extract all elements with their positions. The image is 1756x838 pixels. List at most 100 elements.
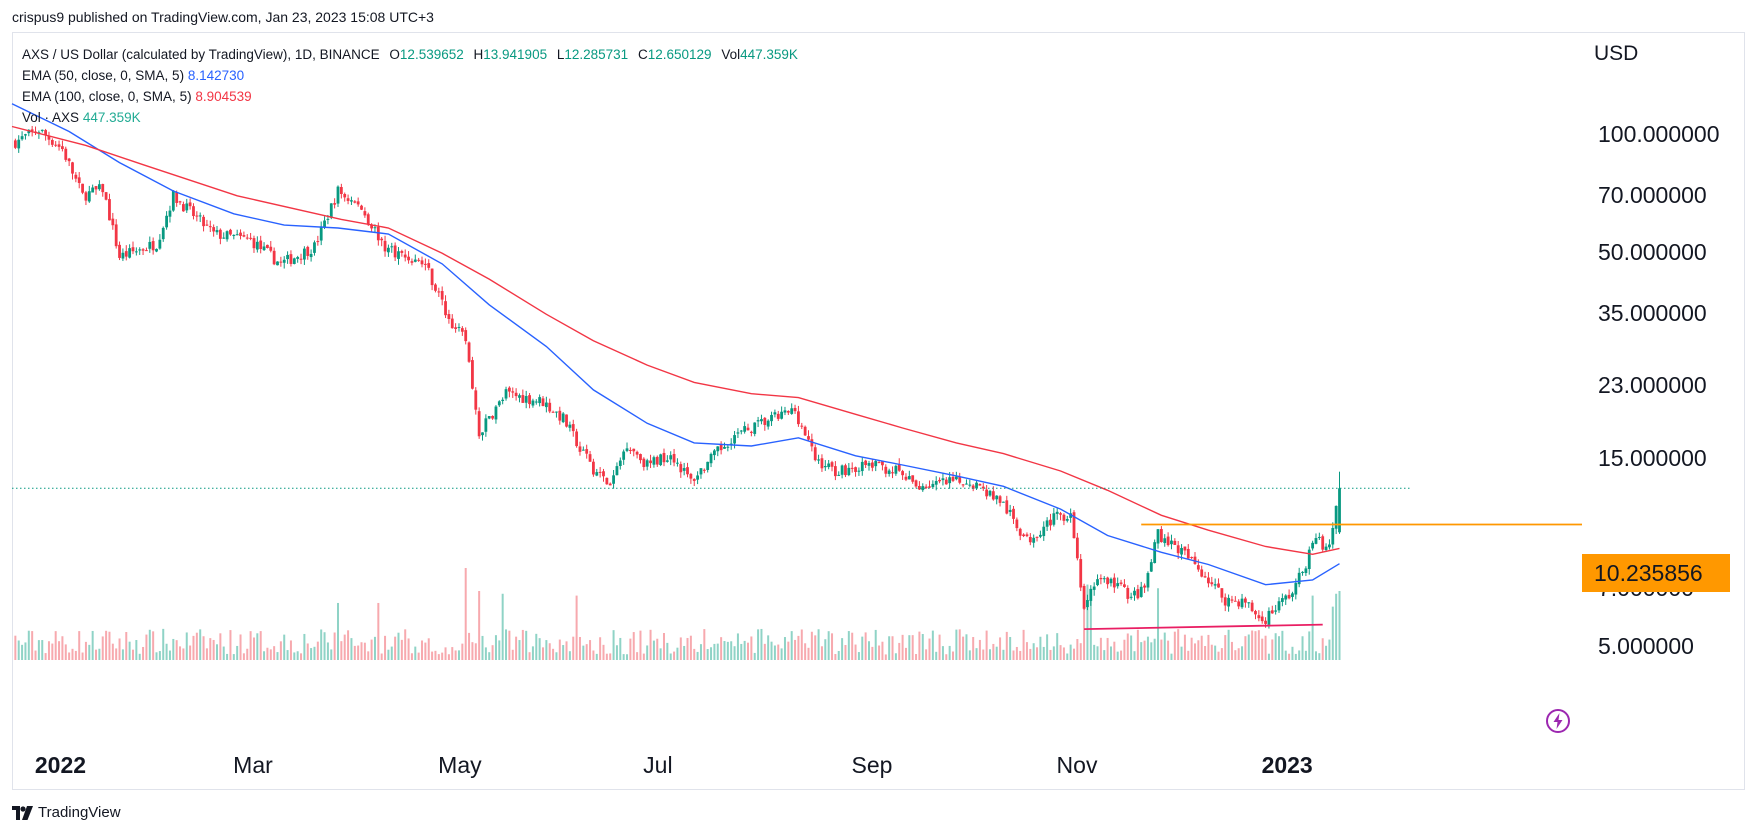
candle-body xyxy=(202,216,205,227)
volume-bar xyxy=(568,651,571,660)
candle-body xyxy=(44,130,48,136)
low-label: L xyxy=(556,47,565,62)
candle-body xyxy=(467,342,471,362)
volume-bar xyxy=(972,637,975,660)
volume-bar xyxy=(1288,653,1291,660)
candle-body xyxy=(84,192,88,201)
volume-bar xyxy=(242,653,245,660)
candle-body xyxy=(249,237,253,239)
volume-bar xyxy=(118,638,121,660)
volume-bar xyxy=(239,634,242,660)
volume-bar xyxy=(1193,643,1196,660)
candle-body xyxy=(430,268,434,286)
volume-bar xyxy=(639,630,642,660)
candle-body xyxy=(901,471,905,476)
volume-bar xyxy=(1264,635,1267,660)
volume-bar xyxy=(397,632,400,660)
candle-body xyxy=(1126,587,1130,599)
candle-body xyxy=(1324,546,1328,551)
candle-body xyxy=(679,464,683,473)
volume-bar xyxy=(841,638,844,660)
flash-icon[interactable] xyxy=(1545,708,1571,734)
volume-bar xyxy=(938,634,941,660)
volume-bar xyxy=(384,635,387,660)
volume-bar xyxy=(794,639,797,660)
candle-body xyxy=(860,461,864,472)
volume-bar xyxy=(679,637,682,660)
volume-bar xyxy=(24,642,27,660)
candle-body xyxy=(696,475,699,480)
volume-bar xyxy=(713,643,716,660)
volume-bar xyxy=(706,649,709,660)
volume-bar xyxy=(740,643,743,660)
candle-body xyxy=(383,240,387,252)
tradingview-brand[interactable]: TradingView xyxy=(12,804,121,821)
volume-bar xyxy=(306,643,309,660)
legend-symbol-row[interactable]: AXS / US Dollar (calculated by TradingVi… xyxy=(22,44,798,65)
candle-body xyxy=(655,456,659,465)
candle-body xyxy=(877,462,881,464)
candle-body xyxy=(844,465,847,476)
volume-bar xyxy=(209,638,212,660)
volume-bar xyxy=(367,651,370,660)
candle-body xyxy=(306,246,310,256)
volume-bar xyxy=(770,641,773,660)
volume-bar xyxy=(1062,647,1065,660)
volume-study-label: Vol · AXS xyxy=(22,110,80,125)
volume-bar xyxy=(1039,636,1042,660)
candle-body xyxy=(1287,594,1291,599)
volume-bar xyxy=(98,648,101,660)
volume-bar xyxy=(1180,646,1183,660)
candle-body xyxy=(1156,529,1160,544)
close-value: 12.650129 xyxy=(647,47,712,62)
volume-bar xyxy=(313,646,316,660)
volume-bar xyxy=(236,645,239,660)
volume-bar xyxy=(1140,642,1143,660)
candle-body xyxy=(128,248,132,258)
candle-body xyxy=(1099,577,1103,580)
volume-bar xyxy=(615,645,618,660)
candle-body xyxy=(255,241,259,250)
volume-bar xyxy=(303,633,306,660)
volume-bar xyxy=(447,654,450,660)
legend-volume-row[interactable]: Vol · AXS 447.359K xyxy=(22,107,798,128)
candle-body xyxy=(803,426,807,436)
volume-bar xyxy=(404,629,407,660)
volume-bar xyxy=(229,630,232,660)
candle-body xyxy=(1334,505,1338,529)
volume-bar xyxy=(572,636,575,660)
volume-bar xyxy=(47,641,50,660)
volume-bar xyxy=(330,649,333,660)
volume-bar xyxy=(686,637,689,660)
price-tick-label: 23.000000 xyxy=(1598,372,1707,399)
candle-body xyxy=(77,177,81,183)
volume-bar xyxy=(135,640,138,660)
volume-bar xyxy=(219,633,222,660)
candle-body xyxy=(551,411,555,413)
legend-ema100-row[interactable]: EMA (100, close, 0, SMA, 5) 8.904539 xyxy=(22,86,798,107)
volume-bar xyxy=(68,652,71,660)
candle-body xyxy=(413,259,417,262)
volume-bar xyxy=(827,631,830,660)
candle-body xyxy=(934,481,938,485)
volume-bar xyxy=(1103,650,1106,660)
volume-bar xyxy=(1012,650,1015,660)
volume-bar xyxy=(904,647,907,660)
volume-bar xyxy=(189,645,192,660)
candle-body xyxy=(343,193,347,198)
candle-body xyxy=(151,241,155,251)
legend-ema50-row[interactable]: EMA (50, close, 0, SMA, 5) 8.142730 xyxy=(22,65,798,86)
candle-body xyxy=(1109,578,1113,584)
candle-body xyxy=(397,251,400,259)
volume-bar xyxy=(14,635,17,660)
chart-frame[interactable] xyxy=(12,32,1745,790)
candle-body xyxy=(148,241,152,249)
candle-body xyxy=(454,327,458,329)
volume-bar xyxy=(1133,651,1136,660)
candle-body xyxy=(571,424,575,432)
candle-body xyxy=(1055,511,1059,514)
volume-bar xyxy=(891,636,894,660)
chart-legend: AXS / US Dollar (calculated by TradingVi… xyxy=(22,44,798,128)
candle-body xyxy=(1230,599,1234,601)
